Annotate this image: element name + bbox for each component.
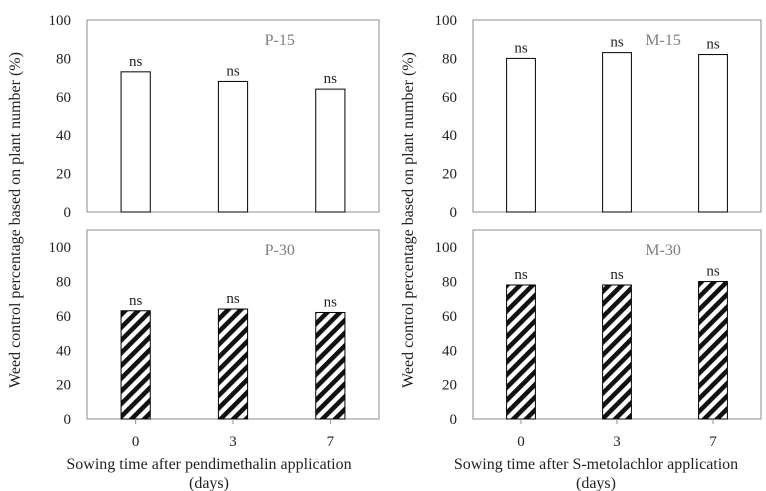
bar <box>602 284 632 420</box>
x-tick-label: 3 <box>229 434 237 450</box>
bar-significance-label: ns <box>514 267 528 283</box>
bar-significance-label: ns <box>226 63 240 79</box>
x-tick-label: 0 <box>132 434 140 450</box>
x-tick-label: 3 <box>613 434 621 450</box>
y-tick-label: 80 <box>442 51 457 67</box>
x-axis-label-left-line2: (days) <box>189 475 229 491</box>
x-axis-label-right-line1: Sowing time after S-metolachlor applicat… <box>454 456 738 473</box>
y-tick-label: 40 <box>56 343 71 359</box>
bar <box>506 57 536 213</box>
y-tick-label: 100 <box>435 240 458 256</box>
y-tick-label: 60 <box>56 90 71 106</box>
y-tick-label: 20 <box>442 378 457 394</box>
bar <box>315 311 346 420</box>
x-tick-label: 7 <box>709 434 717 450</box>
panel-p-30: 0 20 40 60 80 100 P-30 ns 0 ns 3 ns 7 <box>49 229 380 450</box>
x-axis-label-left-line1: Sowing time after pendimethalin applicat… <box>66 456 351 473</box>
bar <box>698 281 728 420</box>
bar <box>698 54 728 213</box>
bar-significance-label: ns <box>129 54 143 70</box>
x-tick-label: 0 <box>517 434 525 450</box>
y-tick-label: 80 <box>442 275 457 291</box>
bar-significance-label: ns <box>226 291 240 307</box>
bar-significance-label: ns <box>514 40 528 56</box>
y-tick-label: 40 <box>56 128 71 144</box>
y-tick-label: 20 <box>56 378 71 394</box>
panel-title: M-30 <box>645 242 681 259</box>
y-tick-label: 20 <box>442 167 457 183</box>
bar-significance-label: ns <box>610 267 624 283</box>
y-tick-label: 100 <box>49 13 72 29</box>
x-tick-label: 7 <box>327 434 335 450</box>
y-tick-label: 40 <box>442 343 457 359</box>
bar <box>120 71 151 213</box>
panel-title: P-15 <box>265 32 295 49</box>
y-tick-label: 60 <box>56 309 71 325</box>
panel-m-15: 0 20 40 60 80 100 M-15 ns ns ns <box>435 13 762 221</box>
y-axis-label-right: Weed control percentage based on plant n… <box>400 52 417 388</box>
y-tick-label: 80 <box>56 275 71 291</box>
bar-significance-label: ns <box>129 293 143 309</box>
bar-significance-label: ns <box>610 35 624 51</box>
bar <box>120 310 151 420</box>
y-tick-label: 0 <box>64 412 72 428</box>
y-tick-label: 100 <box>49 240 72 256</box>
bar <box>217 308 249 420</box>
bar-significance-label: ns <box>324 294 338 310</box>
bar <box>315 88 346 213</box>
panel-m-30: 0 20 40 60 80 100 M-30 ns 0 ns 3 ns 7 <box>435 229 762 450</box>
y-tick-label: 60 <box>442 309 457 325</box>
panel-title: M-15 <box>645 32 681 49</box>
y-axis-label-left: Weed control percentage based on plant n… <box>7 52 24 388</box>
bar-significance-label: ns <box>706 264 720 280</box>
bar-significance-label: ns <box>706 37 720 53</box>
y-tick-label: 40 <box>442 128 457 144</box>
y-tick-label: 60 <box>442 90 457 106</box>
bar <box>506 284 536 420</box>
bar <box>217 80 249 213</box>
x-axis-label-right-line2: (days) <box>576 475 616 491</box>
y-tick-label: 0 <box>450 412 458 428</box>
panel-title: P-30 <box>265 242 295 259</box>
y-tick-label: 20 <box>56 167 71 183</box>
y-tick-label: 0 <box>64 205 72 221</box>
y-tick-label: 100 <box>435 13 458 29</box>
y-tick-label: 0 <box>450 205 458 221</box>
panel-p-15: 0 20 40 60 80 100 P-15 ns ns ns <box>49 13 380 221</box>
y-tick-label: 80 <box>56 51 71 67</box>
bar <box>602 52 632 213</box>
bar-significance-label: ns <box>324 71 338 87</box>
